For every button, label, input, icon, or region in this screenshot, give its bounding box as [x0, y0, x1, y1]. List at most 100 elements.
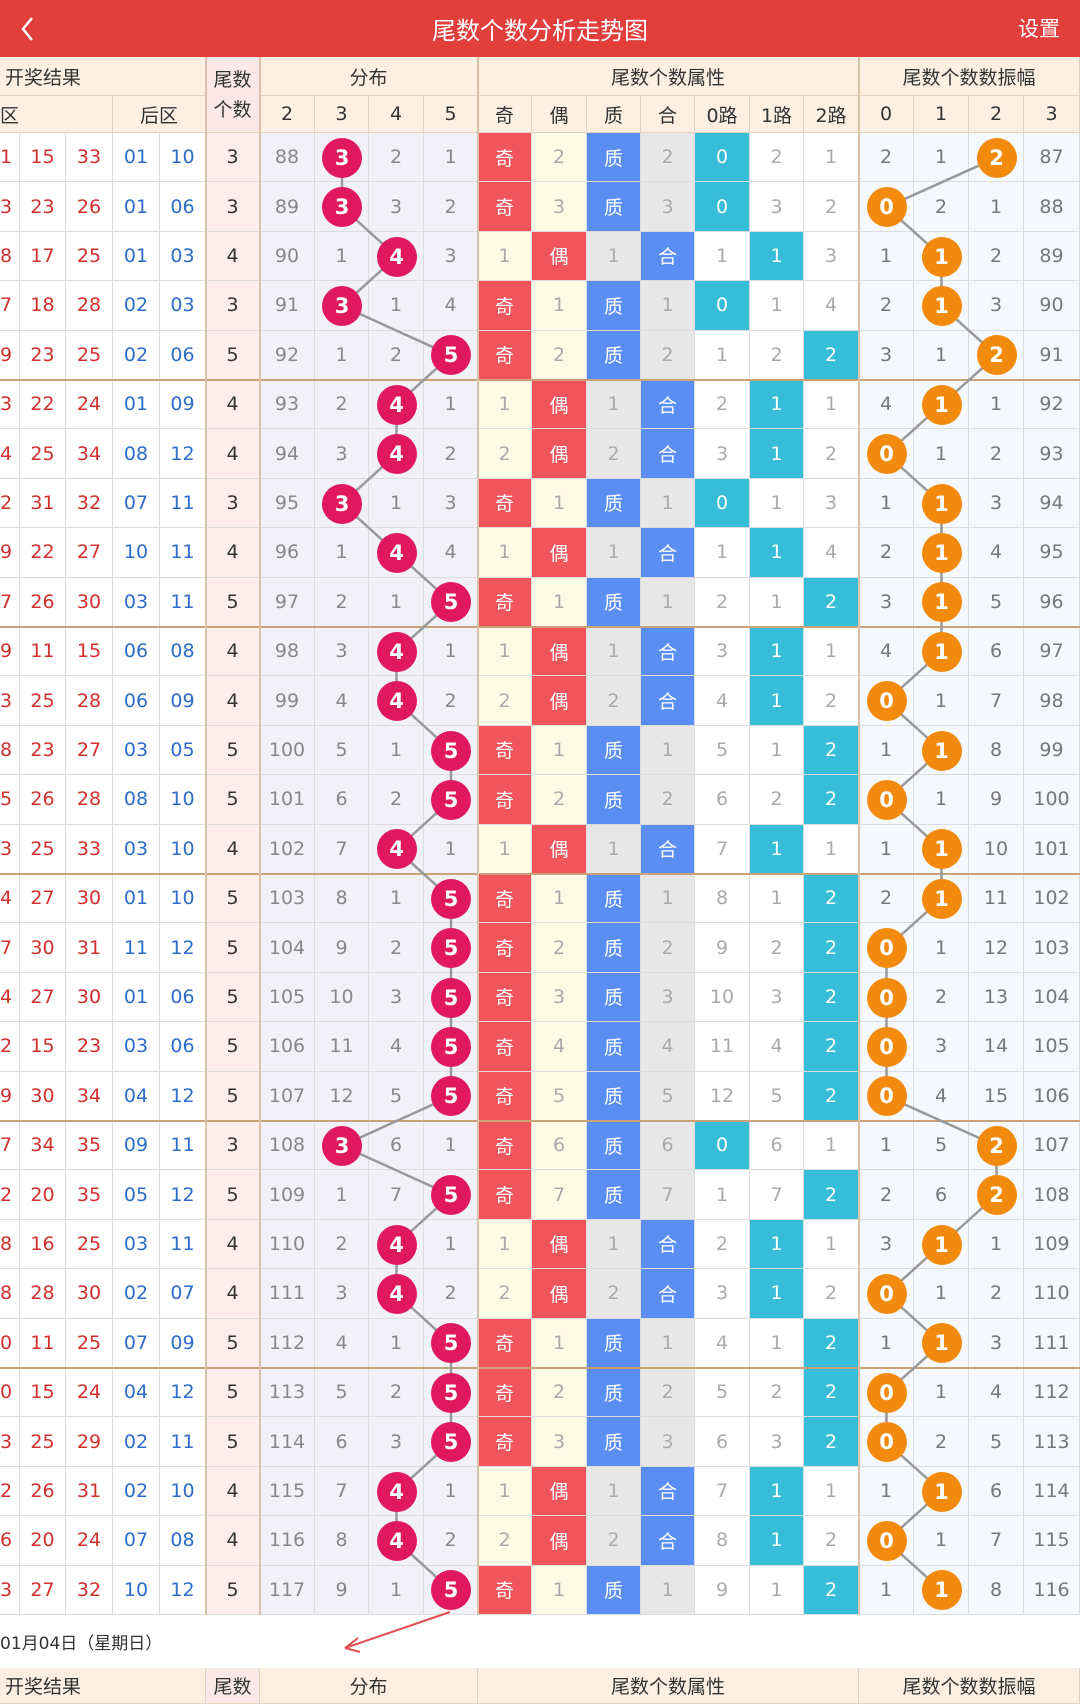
table-cell: 2 — [478, 1516, 532, 1566]
table-cell: 94 — [260, 429, 315, 479]
column-header: 5 — [424, 96, 478, 133]
trend-ball: 5 — [431, 977, 471, 1018]
table-cell: 10 — [113, 1565, 160, 1615]
table-cell: 奇 — [478, 281, 532, 331]
table-cell: 2 — [804, 1417, 859, 1467]
table-cell: 95 — [260, 478, 315, 529]
table-cell: 91 — [260, 281, 315, 331]
table-cell: 3 — [424, 478, 478, 529]
table-cell: 0 — [0, 1318, 20, 1368]
row-separator — [0, 626, 1080, 628]
table-cell: 113 — [1024, 1417, 1080, 1467]
table-cell: 06 — [160, 182, 206, 232]
table-cell: 02 — [113, 1466, 160, 1517]
amplitude-ball: 2 — [976, 1175, 1017, 1216]
table-cell: 3 — [0, 676, 20, 726]
table-cell: 02 — [113, 1417, 160, 1467]
table-cell: 4 — [532, 1022, 587, 1072]
table-cell: 2 — [641, 923, 695, 973]
table-cell: 合 — [641, 824, 695, 874]
settings-button[interactable]: 设置 — [1018, 17, 1060, 41]
table-cell: 1 — [641, 1318, 695, 1368]
table-cell: 2 — [478, 676, 532, 726]
table-cell: 奇 — [478, 1071, 532, 1121]
table-cell: 1 — [969, 182, 1024, 232]
table-cell: 1 — [859, 231, 914, 282]
table-cell: 2 — [969, 429, 1024, 479]
table-cell: 4 — [206, 627, 260, 677]
table-cell: 合 — [641, 528, 695, 578]
amplitude-ball: 1 — [921, 285, 962, 326]
table-cell: 0 — [0, 1368, 20, 1418]
table-cell: 14 — [969, 1022, 1024, 1072]
table-cell: 07 — [113, 1516, 160, 1566]
table-cell: 合 — [641, 1269, 695, 1319]
table-cell: 2 — [315, 577, 369, 627]
amplitude-ball: 1 — [921, 384, 962, 425]
table-cell: 107 — [260, 1071, 315, 1121]
trend-ball: 4 — [376, 1520, 417, 1561]
table-cell: 2 — [804, 1318, 859, 1368]
table-cell: 6 — [0, 1516, 20, 1566]
table-cell: 6 — [750, 1121, 804, 1171]
table-cell: 5 — [206, 1318, 260, 1368]
table-cell: 2 — [804, 429, 859, 479]
table-cell: 102 — [260, 824, 315, 874]
table-cell: 1 — [424, 1466, 478, 1517]
table-cell: 32 — [66, 1565, 113, 1615]
table-cell: 5 — [695, 1368, 750, 1418]
table-cell: 06 — [113, 676, 160, 726]
table-cell: 15 — [20, 133, 66, 183]
table-cell: 9 — [0, 528, 20, 578]
table-cell: 奇 — [478, 1318, 532, 1368]
table-cell: 奇 — [478, 923, 532, 973]
amplitude-ball: 1 — [921, 582, 962, 623]
column-separator — [205, 57, 207, 1615]
table-cell: 9 — [969, 775, 1024, 825]
table-cell: 1 — [914, 1516, 969, 1566]
table-cell: 100 — [1024, 775, 1080, 825]
table-cell: 4 — [206, 676, 260, 726]
table-cell: 27 — [20, 874, 66, 924]
table-cell: 2 — [804, 923, 859, 973]
table-cell: 7 — [969, 676, 1024, 726]
table-cell: 01 — [113, 231, 160, 282]
header-cell: 后区 — [113, 96, 206, 133]
table-cell: 93 — [1024, 429, 1080, 479]
table-cell: 23 — [20, 725, 66, 776]
amplitude-ball: 0 — [866, 928, 907, 969]
table-cell: 2 — [859, 281, 914, 331]
table-cell: 12 — [160, 429, 206, 479]
table-cell: 1 — [478, 627, 532, 677]
table-cell: 质 — [587, 1121, 641, 1171]
back-button[interactable] — [20, 16, 36, 42]
table-cell: 2 — [0, 1466, 20, 1517]
table-cell: 1 — [641, 1565, 695, 1615]
table-cell: 33 — [66, 133, 113, 183]
table-cell: 1 — [695, 231, 750, 282]
table-cell: 4 — [0, 972, 20, 1023]
table-cell: 1 — [804, 824, 859, 874]
table-cell: 27 — [66, 528, 113, 578]
table-cell: 奇 — [478, 775, 532, 825]
table-cell: 9 — [695, 923, 750, 973]
table-cell: 2 — [424, 1516, 478, 1566]
table-cell: 15 — [20, 1022, 66, 1072]
table-cell: 09 — [113, 1121, 160, 1171]
table-cell: 7 — [0, 577, 20, 627]
table-cell: 6 — [695, 1417, 750, 1467]
table-cell: 25 — [66, 231, 113, 282]
table-cell: 26 — [20, 775, 66, 825]
table-cell: 8 — [315, 1516, 369, 1566]
table-cell: 112 — [1024, 1368, 1080, 1418]
amplitude-ball: 0 — [866, 1273, 907, 1314]
table-cell: 2 — [804, 676, 859, 726]
table-cell: 奇 — [478, 1368, 532, 1418]
table-cell: 1 — [750, 1565, 804, 1615]
table-cell: 1 — [695, 330, 750, 380]
table-cell: 10 — [969, 824, 1024, 874]
column-header: 质 — [587, 96, 641, 133]
table-cell: 99 — [260, 676, 315, 726]
table-cell: 2 — [369, 330, 424, 380]
table-cell: 合 — [641, 1516, 695, 1566]
